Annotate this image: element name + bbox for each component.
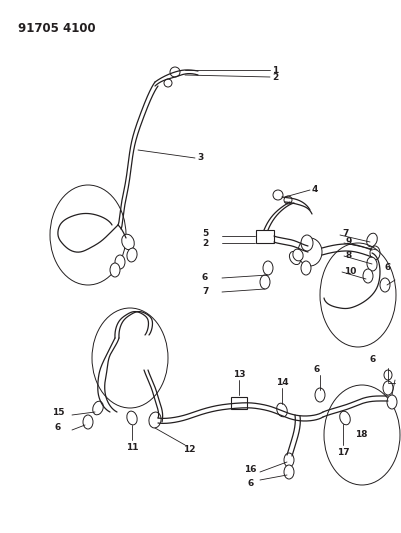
Text: 12: 12 — [182, 446, 195, 455]
Ellipse shape — [369, 246, 379, 260]
Text: 6: 6 — [313, 366, 320, 375]
Ellipse shape — [115, 255, 125, 269]
Ellipse shape — [366, 257, 376, 271]
Ellipse shape — [300, 235, 312, 251]
Ellipse shape — [122, 234, 134, 250]
Text: 7: 7 — [341, 229, 348, 238]
Ellipse shape — [362, 269, 372, 283]
Ellipse shape — [289, 252, 300, 264]
Text: 9: 9 — [345, 238, 352, 246]
Text: 11: 11 — [126, 443, 138, 453]
Text: 1: 1 — [271, 66, 277, 75]
Ellipse shape — [314, 388, 324, 402]
Text: 13: 13 — [233, 370, 245, 379]
Ellipse shape — [382, 381, 392, 395]
Ellipse shape — [93, 401, 103, 415]
Ellipse shape — [110, 263, 120, 277]
Ellipse shape — [170, 67, 180, 77]
Ellipse shape — [297, 238, 321, 266]
Text: 3: 3 — [196, 152, 203, 161]
Ellipse shape — [383, 370, 391, 380]
Ellipse shape — [283, 196, 291, 204]
Ellipse shape — [386, 395, 396, 409]
Ellipse shape — [292, 249, 302, 261]
Ellipse shape — [366, 233, 376, 247]
Text: 4: 4 — [311, 184, 318, 193]
Ellipse shape — [300, 261, 310, 275]
Ellipse shape — [283, 453, 293, 467]
Text: 7: 7 — [201, 287, 208, 296]
Text: 5: 5 — [201, 230, 208, 238]
Ellipse shape — [83, 415, 93, 429]
Text: 6: 6 — [201, 272, 208, 281]
Ellipse shape — [259, 275, 269, 289]
Text: 6: 6 — [247, 480, 253, 489]
Text: 2: 2 — [271, 72, 277, 82]
Text: 6: 6 — [369, 356, 375, 365]
Ellipse shape — [272, 190, 282, 200]
Ellipse shape — [148, 412, 161, 428]
Text: 8: 8 — [345, 251, 351, 260]
Ellipse shape — [276, 403, 287, 417]
Text: 6: 6 — [55, 424, 61, 432]
Text: 16: 16 — [243, 465, 256, 474]
Ellipse shape — [339, 411, 349, 425]
Ellipse shape — [127, 248, 137, 262]
Text: 10: 10 — [343, 266, 356, 276]
Text: 2: 2 — [201, 238, 208, 247]
Ellipse shape — [164, 79, 172, 87]
Text: 6: 6 — [384, 263, 390, 272]
Ellipse shape — [262, 261, 272, 275]
Text: 18: 18 — [354, 431, 367, 440]
Text: 17: 17 — [336, 448, 349, 457]
Ellipse shape — [127, 411, 137, 425]
Text: 14: 14 — [275, 378, 288, 387]
Ellipse shape — [283, 465, 293, 479]
Text: 91705 4100: 91705 4100 — [18, 22, 95, 35]
Text: 15: 15 — [52, 408, 64, 417]
Ellipse shape — [379, 278, 389, 292]
